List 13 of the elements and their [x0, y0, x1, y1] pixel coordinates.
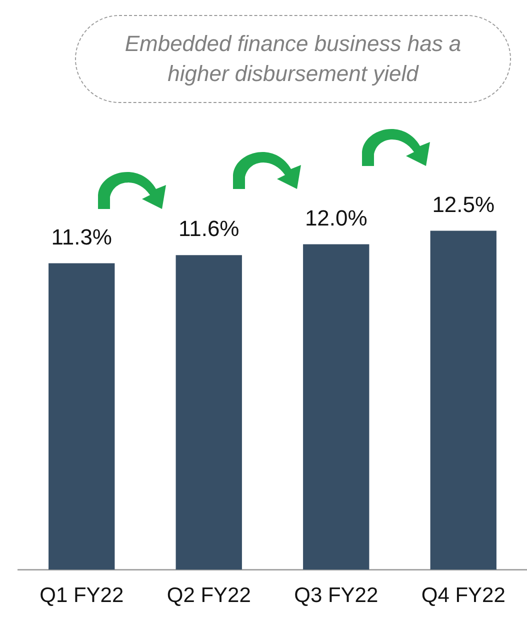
data-label: 11.6% — [178, 216, 240, 242]
x-tick-label: Q4 FY22 — [421, 584, 506, 608]
bar — [430, 230, 496, 570]
bar — [48, 263, 115, 570]
x-tick-label: Q3 FY22 — [294, 584, 378, 608]
data-label: 11.3% — [51, 224, 112, 250]
x-tick-label: Q2 FY22 — [166, 584, 251, 608]
data-label: 12.0% — [304, 205, 368, 230]
x-tick-label: Q1 FY22 — [40, 584, 124, 608]
chart-title: Embedded finance business has a higher disbursement yield — [75, 15, 511, 103]
bar — [303, 244, 370, 570]
data-label: 12.5% — [432, 192, 495, 217]
bar — [176, 255, 242, 570]
